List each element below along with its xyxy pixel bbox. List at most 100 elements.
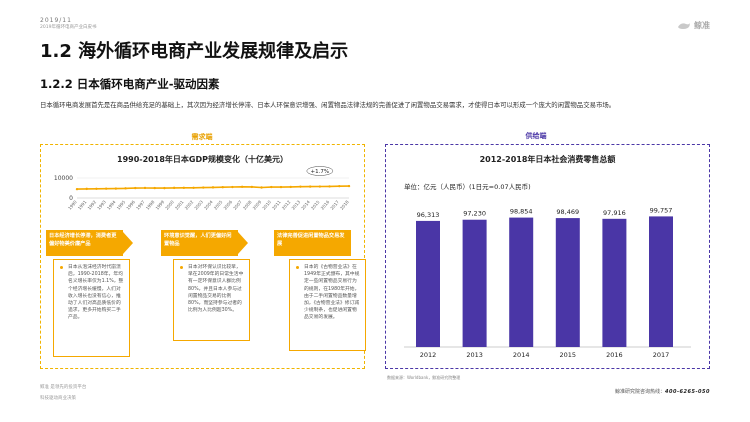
- intro-paragraph: 日本循环电商发展首先是在商品供给充足的基础上，其次因为经济增长停滞、日本人环保意…: [40, 101, 616, 109]
- x-tick-label: 2005: [213, 199, 224, 211]
- x-tick-label: 2014: [300, 199, 311, 211]
- x-tick-label: 2018: [339, 199, 350, 211]
- bullet-icon: [60, 266, 63, 269]
- retail-chart-title: 2012-2018年日本社会消费零售总额: [479, 155, 616, 164]
- gdp-point: [289, 185, 292, 189]
- driver-arrow: [238, 232, 248, 254]
- section-title: 1.2 海外循环电商产业发展规律及启示: [40, 41, 349, 62]
- report-subtitle: 2019年循环电商产业白皮书: [40, 25, 97, 30]
- gdp-point: [211, 186, 215, 189]
- gdp-point: [153, 186, 156, 190]
- footer-hotline: 鲸准研究院咨询热线：400-6265-050: [580, 389, 710, 396]
- driver-box-environment: 日本对环保认识比较早，早在2009年的日常生活中有一定环保意识人群比例80%，并…: [173, 259, 250, 341]
- subsection-title: 1.2.2 日本循环电商产业-驱动因素: [40, 77, 220, 91]
- supply-panel: 2012-2018年日本社会消费零售总额 单位：亿元（人民币）(1日元=0.07…: [385, 144, 710, 369]
- gdp-point: [202, 186, 205, 189]
- x-tick-label: 1995: [116, 199, 127, 211]
- x-tick-label: 2006: [223, 199, 234, 211]
- x-tick-label: 1998: [145, 199, 156, 211]
- driver-box-law: 日本的《古物营业法》在1949年正式颁布，其中规定一些闲置物品交易行为的规则，在…: [289, 259, 366, 351]
- gdp-point: [328, 185, 331, 188]
- data-source: 数据来源：Worldbank，鲸准研究院整理: [387, 375, 461, 380]
- x-tick-label: 1994: [106, 199, 117, 211]
- gdp-point: [192, 186, 195, 189]
- x-tick-label: 2017: [329, 199, 340, 211]
- bar-value-label: 97,230: [463, 210, 486, 218]
- x-tick-label: 1992: [87, 199, 98, 211]
- gdp-chart-title: 1990-2018年日本GDP规模变化（十亿美元）: [117, 155, 288, 164]
- gdp-point: [143, 186, 147, 190]
- gdp-point: [104, 187, 108, 190]
- x-tick-label: 2001: [174, 199, 185, 211]
- gdp-point: [163, 186, 166, 190]
- driver-arrow: [123, 232, 133, 254]
- driver-text-economy: 日本从泡沫经济时代崩溃后，1990-2018年，年均名义增长率仅为1.1%，整个…: [68, 265, 124, 321]
- gdp-point: [279, 185, 283, 189]
- bar-2016: [602, 218, 627, 347]
- x-tick-label: 2015: [560, 351, 577, 359]
- growth-annotation: +1.7%: [311, 169, 330, 175]
- x-tick-label: 1996: [125, 199, 136, 211]
- gdp-point: [240, 185, 244, 188]
- x-tick-label: 2010: [261, 199, 272, 211]
- bar-2014: [509, 217, 534, 347]
- demand-side-tag: 需求端: [191, 133, 213, 141]
- gdp-point: [299, 185, 302, 188]
- driver-text-environment: 日本对环保认识比较早，早在2009年的日常生活中有一定环保意识人群比例80%，并…: [188, 265, 244, 314]
- gdp-point: [172, 186, 176, 190]
- bar-2012: [416, 220, 440, 347]
- gdp-point: [308, 185, 312, 188]
- logo-text: 鲸准: [694, 21, 710, 30]
- x-tick-label: 2013: [466, 351, 483, 359]
- x-tick-label: 1997: [135, 199, 146, 211]
- hotline-label: 鲸准研究院咨询热线：: [615, 389, 666, 395]
- gdp-point: [231, 185, 234, 189]
- driver-head-environment: 环境意识觉醒，人们更偏好闲置物品: [161, 230, 238, 256]
- gdp-point: [182, 186, 186, 190]
- bullet-icon: [180, 266, 183, 269]
- retail-bar-chart: 96,313 2012 97,230 2013 98,854 2014 98,469 2015…: [404, 206, 691, 359]
- x-tick-label: 2016: [320, 199, 331, 211]
- logo: 鲸准: [677, 20, 710, 31]
- x-tick-label: 1991: [77, 199, 88, 211]
- x-tick-label: 2013: [291, 199, 302, 211]
- footer-line-1: 鲸准 是领先的投资平台: [40, 385, 87, 390]
- x-tick-label: 2008: [242, 199, 253, 211]
- x-tick-label: 2017: [653, 351, 670, 359]
- x-tick-label: 2003: [193, 199, 204, 211]
- x-tick-label: 2000: [164, 199, 175, 211]
- demand-panel: 1990-2018年日本GDP规模变化（十亿美元） 10000 0 1990 1991…: [40, 144, 366, 369]
- bar-value-label: 96,313: [417, 211, 440, 219]
- bar-value-label: 98,854: [510, 208, 533, 216]
- x-tick-label: 2009: [252, 199, 263, 211]
- gdp-point: [95, 187, 98, 190]
- x-tick-label: 2015: [310, 199, 321, 211]
- x-tick-label: 2014: [513, 351, 530, 359]
- x-tick-label: 2012: [420, 351, 437, 359]
- x-tick-label: 2004: [203, 199, 214, 211]
- whale-logo-icon: [678, 22, 690, 29]
- gdp-point: [85, 187, 88, 191]
- gdp-point: [134, 186, 137, 190]
- hotline-number: 400-6265-050: [665, 389, 710, 395]
- gdp-point: [260, 186, 263, 189]
- x-tick-label: 2012: [281, 199, 292, 211]
- bar-value-label: 98,469: [556, 208, 579, 216]
- bar-2013: [462, 219, 487, 347]
- footer-line-2: 科技驱动商业决策: [40, 396, 76, 401]
- bar-value-label: 97,916: [603, 209, 626, 217]
- x-tick-label: 2007: [232, 199, 243, 211]
- gdp-point: [347, 184, 351, 188]
- x-tick-label: 1999: [155, 199, 166, 211]
- x-tick-label: 2002: [184, 199, 195, 211]
- x-tick-label: 2016: [606, 351, 623, 359]
- driver-head-law: 法律完善促进闲置物品交易发展: [274, 230, 351, 256]
- gdp-point: [124, 187, 127, 190]
- bullet-icon: [296, 266, 299, 269]
- gdp-point: [270, 185, 273, 189]
- gdp-point: [75, 187, 79, 191]
- y-tick-label: 10000: [54, 175, 73, 182]
- bar-2017: [649, 216, 673, 347]
- report-date: 2019/11: [40, 17, 72, 24]
